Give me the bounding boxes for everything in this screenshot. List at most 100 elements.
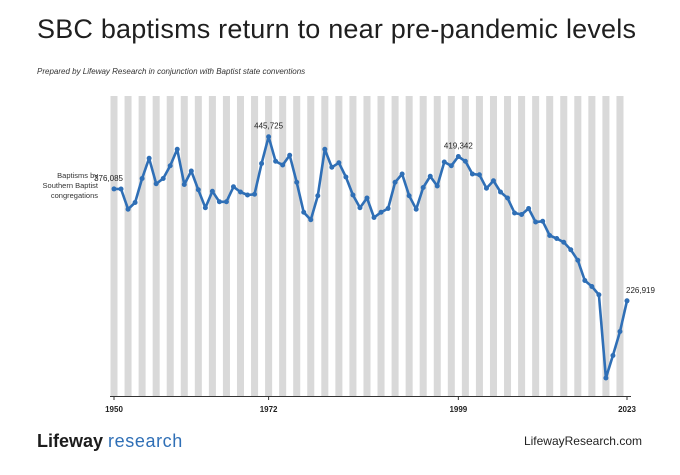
data-point — [181, 182, 187, 187]
data-point — [469, 171, 475, 177]
page-title: SBC baptisms return to near pre-pandemic… — [37, 14, 637, 44]
year-band — [363, 96, 371, 396]
data-point — [399, 171, 405, 177]
year-band — [180, 96, 188, 396]
data-point — [273, 158, 279, 164]
year-band — [335, 96, 343, 396]
data-point — [336, 160, 342, 166]
data-point — [406, 193, 412, 199]
data-point — [364, 195, 370, 201]
data-point — [195, 187, 201, 193]
data-point — [589, 284, 595, 289]
data-point — [385, 206, 391, 211]
data-point — [526, 206, 532, 211]
year-band — [391, 96, 399, 396]
data-point — [301, 209, 307, 215]
year-band — [489, 96, 497, 396]
data-label: 226,919 — [626, 286, 655, 295]
data-point — [519, 212, 525, 217]
data-point — [280, 162, 286, 168]
data-point — [287, 152, 293, 158]
data-point — [308, 217, 314, 223]
data-point — [392, 179, 398, 185]
logo-word-research: research — [108, 431, 183, 451]
data-point — [266, 134, 272, 140]
data-point — [223, 199, 229, 205]
data-point — [357, 205, 363, 211]
year-bands — [110, 96, 624, 396]
data-point — [111, 186, 117, 192]
year-band — [138, 96, 146, 396]
data-point — [315, 193, 321, 199]
year-band — [208, 96, 216, 396]
data-point — [209, 188, 215, 194]
data-point — [533, 219, 539, 225]
year-band — [236, 96, 245, 396]
year-band — [560, 96, 568, 396]
data-point — [132, 200, 138, 205]
year-band — [518, 96, 526, 396]
data-label: 419,342 — [444, 141, 473, 150]
logo-word-lifeway: Lifeway — [37, 431, 104, 451]
data-point — [610, 353, 616, 358]
data-point — [603, 375, 609, 381]
data-point — [512, 210, 518, 216]
data-point — [476, 172, 482, 178]
data-point — [371, 215, 377, 220]
x-tick-label: 2023 — [618, 405, 636, 414]
data-point — [125, 206, 131, 212]
data-point — [498, 189, 504, 195]
data-point — [483, 185, 489, 191]
year-band — [588, 96, 596, 396]
data-point — [448, 163, 454, 169]
data-point — [547, 233, 553, 238]
data-points — [111, 134, 630, 381]
data-point — [245, 192, 251, 198]
data-label: 445,725 — [254, 122, 283, 131]
x-tick-label: 1972 — [260, 405, 278, 414]
data-point — [322, 146, 328, 152]
data-point — [420, 185, 426, 190]
data-point — [329, 164, 335, 170]
data-point — [617, 329, 623, 334]
year-band — [546, 96, 554, 396]
page-subtitle: Prepared by Lifeway Research in conjunct… — [37, 67, 306, 76]
data-point — [441, 159, 447, 165]
year-band — [461, 96, 469, 396]
data-point — [350, 192, 356, 198]
footer-url[interactable]: LifewayResearch.com — [523, 434, 642, 448]
data-point — [174, 146, 180, 152]
y-axis-label-text: Baptisms by Southern Baptist congregations — [43, 171, 99, 200]
year-band — [574, 96, 582, 396]
data-point — [462, 158, 468, 164]
year-band — [532, 96, 540, 396]
data-point — [596, 292, 602, 298]
data-point — [427, 173, 433, 179]
data-point — [540, 218, 546, 224]
y-axis-label: Baptisms by Southern Baptist congregations — [43, 171, 99, 200]
data-point — [118, 186, 124, 192]
data-point — [582, 278, 588, 283]
data-point — [378, 209, 384, 215]
year-band — [152, 96, 160, 396]
data-point — [237, 189, 243, 195]
data-point — [216, 199, 222, 205]
data-point — [188, 168, 194, 174]
data-point — [139, 176, 145, 181]
lifeway-research-logo: Lifeway research — [37, 431, 183, 452]
data-point — [554, 236, 560, 241]
data-point — [160, 176, 166, 181]
year-band — [433, 96, 441, 396]
data-point — [413, 206, 419, 212]
data-point — [561, 239, 567, 245]
x-axis-ticks: 1950 1972 1999 2023 — [105, 396, 636, 414]
data-point — [505, 195, 511, 201]
data-point — [230, 184, 236, 190]
year-band — [194, 96, 202, 396]
data-point — [153, 181, 159, 187]
data-point — [146, 155, 152, 161]
year-band — [222, 96, 230, 396]
data-point — [490, 178, 496, 184]
data-point — [624, 298, 630, 304]
